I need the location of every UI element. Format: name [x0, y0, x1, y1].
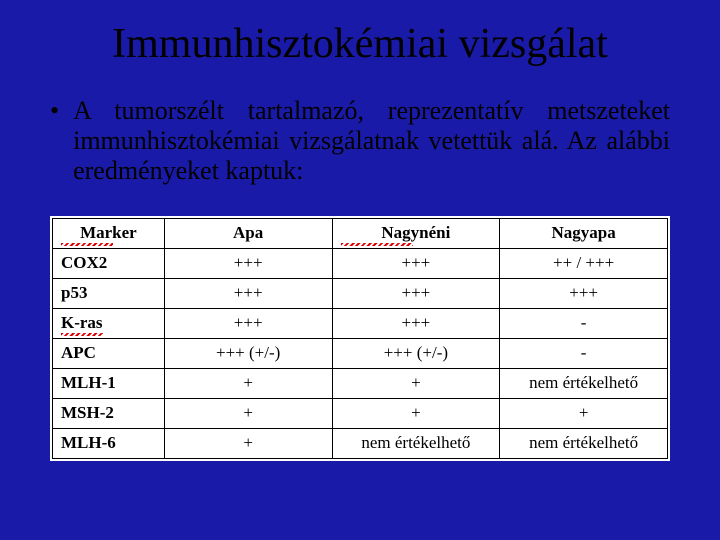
value-cell: nem értékelhető — [500, 368, 668, 398]
table-row: COX2++++++++ / +++ — [53, 248, 668, 278]
slide: Immunhisztokémiai vizsgálat • A tumorszé… — [0, 0, 720, 540]
marker-label: MLH-1 — [61, 373, 116, 392]
spellcheck-squiggle-icon — [61, 333, 103, 336]
value-cell: +++ — [500, 278, 668, 308]
marker-cell: MLH-1 — [53, 368, 165, 398]
th-apa: Apa — [164, 218, 332, 248]
value-cell: - — [500, 338, 668, 368]
value-cell: +++ — [164, 308, 332, 338]
marker-cell: MSH-2 — [53, 398, 165, 428]
table-row: MSH-2+++ — [53, 398, 668, 428]
value-cell: +++ — [332, 278, 500, 308]
th-marker-text: Marker — [80, 223, 137, 242]
marker-cell: COX2 — [53, 248, 165, 278]
table-row: APC+++ (+/-)+++ (+/-)- — [53, 338, 668, 368]
value-cell: +++ (+/-) — [164, 338, 332, 368]
value-cell: - — [500, 308, 668, 338]
th-nagyapa: Nagyapa — [500, 218, 668, 248]
value-cell: + — [164, 428, 332, 458]
value-cell: nem értékelhető — [332, 428, 500, 458]
bullet-icon: • — [50, 96, 59, 126]
marker-label: K-ras — [61, 313, 103, 332]
value-cell: +++ — [164, 248, 332, 278]
spellcheck-squiggle-icon — [61, 243, 113, 246]
value-cell: + — [164, 368, 332, 398]
value-cell: + — [332, 368, 500, 398]
table-row: p53+++++++++ — [53, 278, 668, 308]
marker-label: MLH-6 — [61, 433, 116, 452]
slide-title: Immunhisztokémiai vizsgálat — [40, 20, 680, 68]
table-container: Marker Apa Nagynéni Nagyapa COX2++++++++… — [50, 216, 670, 461]
value-cell: + — [164, 398, 332, 428]
value-cell: +++ (+/-) — [332, 338, 500, 368]
value-cell: +++ — [164, 278, 332, 308]
value-cell: nem értékelhető — [500, 428, 668, 458]
body-bullet-row: • A tumorszélt tartalmazó, reprezentatív… — [40, 96, 680, 186]
table-row: MLH-6+nem értékelhetőnem értékelhető — [53, 428, 668, 458]
table-row: MLH-1++nem értékelhető — [53, 368, 668, 398]
results-table: Marker Apa Nagynéni Nagyapa COX2++++++++… — [52, 218, 668, 459]
marker-label: COX2 — [61, 253, 107, 272]
marker-label: p53 — [61, 283, 87, 302]
th-nagyneni-text: Nagynéni — [381, 223, 450, 242]
value-cell: +++ — [332, 308, 500, 338]
th-marker: Marker — [53, 218, 165, 248]
marker-cell: K-ras — [53, 308, 165, 338]
value-cell: +++ — [332, 248, 500, 278]
value-cell: + — [332, 398, 500, 428]
th-nagyneni: Nagynéni — [332, 218, 500, 248]
marker-label: APC — [61, 343, 96, 362]
spellcheck-squiggle-icon — [341, 243, 413, 246]
body-text: A tumorszélt tartalmazó, reprezentatív m… — [73, 96, 670, 186]
marker-cell: APC — [53, 338, 165, 368]
marker-label: MSH-2 — [61, 403, 114, 422]
marker-cell: MLH-6 — [53, 428, 165, 458]
table-body: COX2++++++++ / +++p53+++++++++K-ras+++++… — [53, 248, 668, 458]
table-header-row: Marker Apa Nagynéni Nagyapa — [53, 218, 668, 248]
table-row: K-ras++++++- — [53, 308, 668, 338]
value-cell: ++ / +++ — [500, 248, 668, 278]
marker-cell: p53 — [53, 278, 165, 308]
value-cell: + — [500, 398, 668, 428]
